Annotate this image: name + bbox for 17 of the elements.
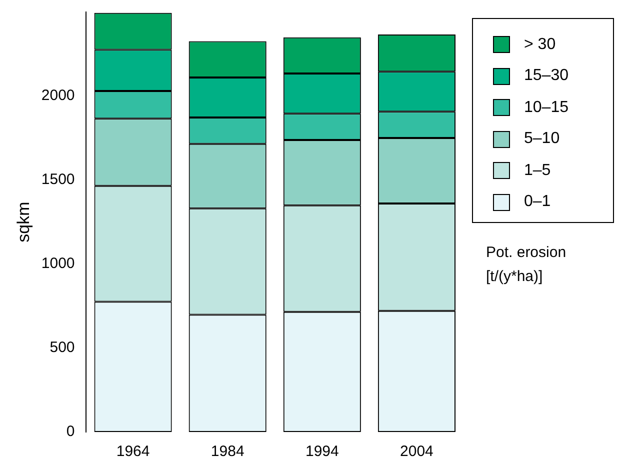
y-tick-label: 0 [66,423,75,440]
legend-label: 5–10 [524,130,560,148]
legend-label: 15–30 [524,67,568,86]
legend-title: Pot. erosion [t/(y*ha)] [486,243,568,287]
x-tick-label: 1984 [210,443,244,460]
y-tick-label: 1500 [41,171,75,188]
x-tick-label: 1994 [305,443,339,460]
x-tick-label: 1964 [116,443,150,460]
x-tick-label: 2004 [400,443,434,460]
y-tick-label: 500 [50,339,75,356]
y-axis-title: sqkm [14,202,33,242]
legend-label: 1–5 [524,162,551,180]
text: 0–1 [524,193,551,212]
y-tick-label: 1000 [41,255,75,272]
legend-label: 10–15 [524,98,568,117]
y-tick-label: 2000 [41,87,75,104]
legend-label: > 30 [524,36,556,54]
